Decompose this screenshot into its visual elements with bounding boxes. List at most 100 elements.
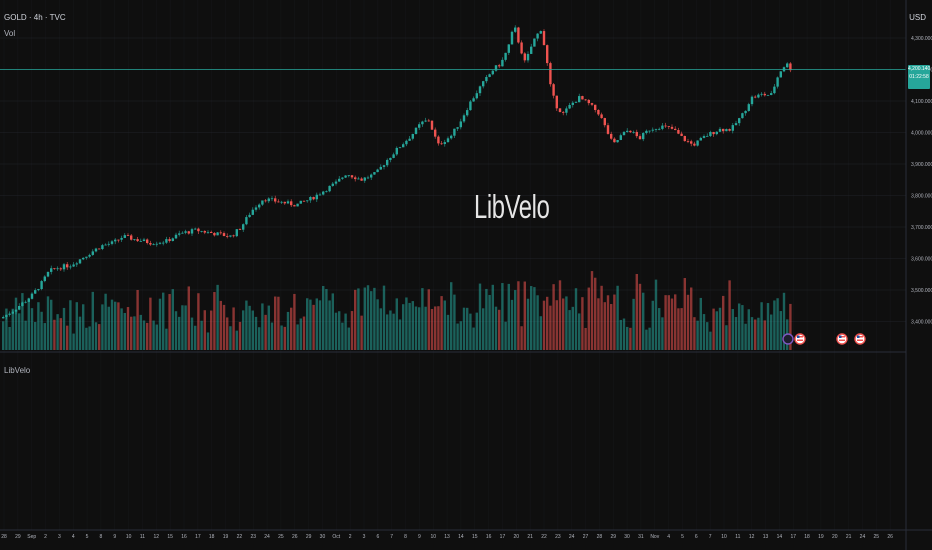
volume-bar — [616, 285, 619, 350]
candle-body — [523, 53, 526, 61]
time-tick-label: 11 — [735, 534, 740, 540]
candle-body — [763, 93, 766, 96]
volume-bar — [251, 310, 254, 350]
candle-body — [773, 86, 776, 94]
volume-bar — [632, 298, 635, 350]
volume-bar — [69, 300, 72, 350]
volume-bar — [654, 279, 658, 350]
candle-body — [296, 203, 299, 207]
volume-bar — [280, 325, 283, 350]
currency-label[interactable]: USD — [909, 13, 926, 22]
candle-body — [686, 141, 690, 142]
volume-bar — [568, 310, 571, 350]
candle-body — [40, 281, 43, 290]
volume-bar — [549, 305, 552, 350]
candle-body — [2, 317, 5, 319]
candle-body — [587, 99, 590, 104]
volume-bar — [290, 307, 293, 350]
candle-body — [158, 242, 162, 244]
candle-body — [606, 125, 610, 134]
candle-body — [56, 268, 59, 270]
candle-body — [123, 235, 126, 238]
candle-body — [50, 268, 53, 272]
time-tick-label: 21 — [846, 534, 852, 540]
volume-bar — [581, 297, 584, 350]
volume-bar — [469, 313, 472, 350]
candle-body — [421, 121, 424, 125]
candle-body — [574, 102, 578, 104]
volume-bar — [11, 308, 14, 350]
candle-body — [475, 93, 478, 99]
candle-body — [142, 239, 146, 242]
candle-body — [578, 96, 581, 103]
volume-bar — [24, 320, 27, 350]
candle-body — [184, 231, 187, 233]
indicator-pane-label[interactable]: LibVelo — [4, 366, 31, 375]
volume-bar — [360, 315, 363, 350]
volume-bar — [187, 286, 190, 350]
candle-body — [174, 234, 178, 239]
volume-bar — [718, 307, 722, 350]
candle-body — [85, 256, 88, 258]
candle-body — [210, 231, 213, 233]
candle-body — [536, 33, 539, 39]
volume-bar — [178, 316, 181, 350]
candle-body — [741, 113, 744, 119]
candle-body — [482, 81, 485, 87]
time-tick-label: 10 — [430, 534, 436, 540]
candle-body — [62, 264, 66, 270]
time-tick-label: 11 — [140, 534, 145, 540]
candle-body — [190, 229, 194, 234]
candle-body — [251, 209, 254, 215]
volume-bar — [219, 300, 222, 350]
candle-body — [552, 84, 555, 96]
volume-bar — [574, 288, 578, 350]
time-tick-label: 22 — [541, 534, 547, 540]
volume-bar — [667, 295, 670, 350]
time-tick-label: 18 — [804, 534, 810, 540]
candle-body — [584, 99, 587, 101]
candle-body — [315, 194, 318, 200]
volume-bar — [638, 283, 642, 350]
price-tick-label: 3,800.000 — [911, 194, 932, 200]
volume-bar — [213, 292, 216, 350]
volume-legend[interactable]: Vol — [4, 29, 16, 38]
price-tick-label: 3,500.000 — [911, 288, 932, 294]
volume-bar — [773, 300, 776, 350]
time-tick-label: 30 — [320, 534, 326, 540]
volume-bar — [555, 300, 558, 350]
volume-bar — [645, 329, 648, 350]
volume-bar — [494, 306, 498, 350]
candle-body — [610, 133, 613, 139]
time-tick-label: 13 — [763, 534, 769, 540]
time-tick-label: 24 — [860, 534, 866, 540]
volume-bar — [485, 288, 488, 350]
time-tick-label: 16 — [181, 534, 187, 540]
volume-bar — [766, 303, 770, 350]
volume-bar — [411, 301, 414, 350]
volume-bar — [21, 293, 24, 350]
volume-bar — [491, 284, 494, 350]
volume-bar — [782, 292, 786, 350]
volume-bar — [750, 317, 754, 350]
time-tick-label: 12 — [749, 534, 755, 540]
candle-body — [187, 231, 190, 234]
symbol-legend[interactable]: GOLD · 4h · TVC — [4, 13, 66, 22]
candle-body — [155, 243, 158, 245]
volume-bar — [587, 287, 590, 350]
volume-bar — [184, 305, 187, 350]
candle-body — [114, 239, 117, 242]
candle-body — [382, 165, 386, 167]
candle-body — [491, 70, 494, 75]
volume-bar — [85, 327, 88, 350]
volume-bar — [46, 296, 50, 350]
volume-bar — [158, 298, 162, 350]
volume-bar — [142, 320, 146, 350]
candle-body — [472, 98, 475, 102]
candle-body — [693, 143, 696, 146]
volume-bar — [382, 285, 386, 350]
time-tick-label: Sep — [27, 534, 36, 540]
candle-body — [450, 135, 453, 139]
candle-body — [203, 230, 206, 233]
